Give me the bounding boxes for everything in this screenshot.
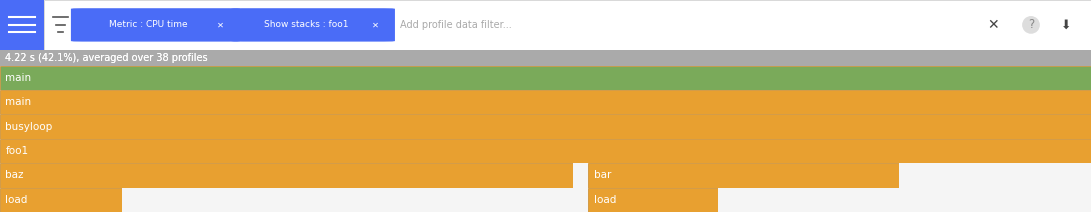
FancyBboxPatch shape <box>44 0 1091 50</box>
FancyBboxPatch shape <box>71 8 240 42</box>
Text: 4.22 s (42.1%), averaged over 38 profiles: 4.22 s (42.1%), averaged over 38 profile… <box>5 53 208 63</box>
Text: load: load <box>594 195 616 205</box>
Text: foo1: foo1 <box>5 146 28 156</box>
Text: ✕: ✕ <box>217 20 224 29</box>
Text: main: main <box>5 97 32 107</box>
Text: Metric : CPU time: Metric : CPU time <box>109 20 188 29</box>
Text: ✕: ✕ <box>372 20 379 29</box>
FancyBboxPatch shape <box>0 0 44 50</box>
Text: busyloop: busyloop <box>5 122 52 132</box>
Text: Show stacks : foo1: Show stacks : foo1 <box>264 20 348 29</box>
Text: ?: ? <box>1028 18 1034 31</box>
Text: ⬇: ⬇ <box>1060 18 1071 31</box>
Text: load: load <box>5 195 28 205</box>
Text: Add profile data filter...: Add profile data filter... <box>400 20 512 30</box>
Text: main: main <box>5 73 32 83</box>
Text: 4.22 s (42.1%), averaged over 38 profiles: 4.22 s (42.1%), averaged over 38 profile… <box>5 53 208 63</box>
Text: ✕: ✕ <box>987 18 998 32</box>
Text: baz: baz <box>5 170 24 180</box>
Text: bar: bar <box>594 170 611 180</box>
FancyBboxPatch shape <box>231 8 395 42</box>
